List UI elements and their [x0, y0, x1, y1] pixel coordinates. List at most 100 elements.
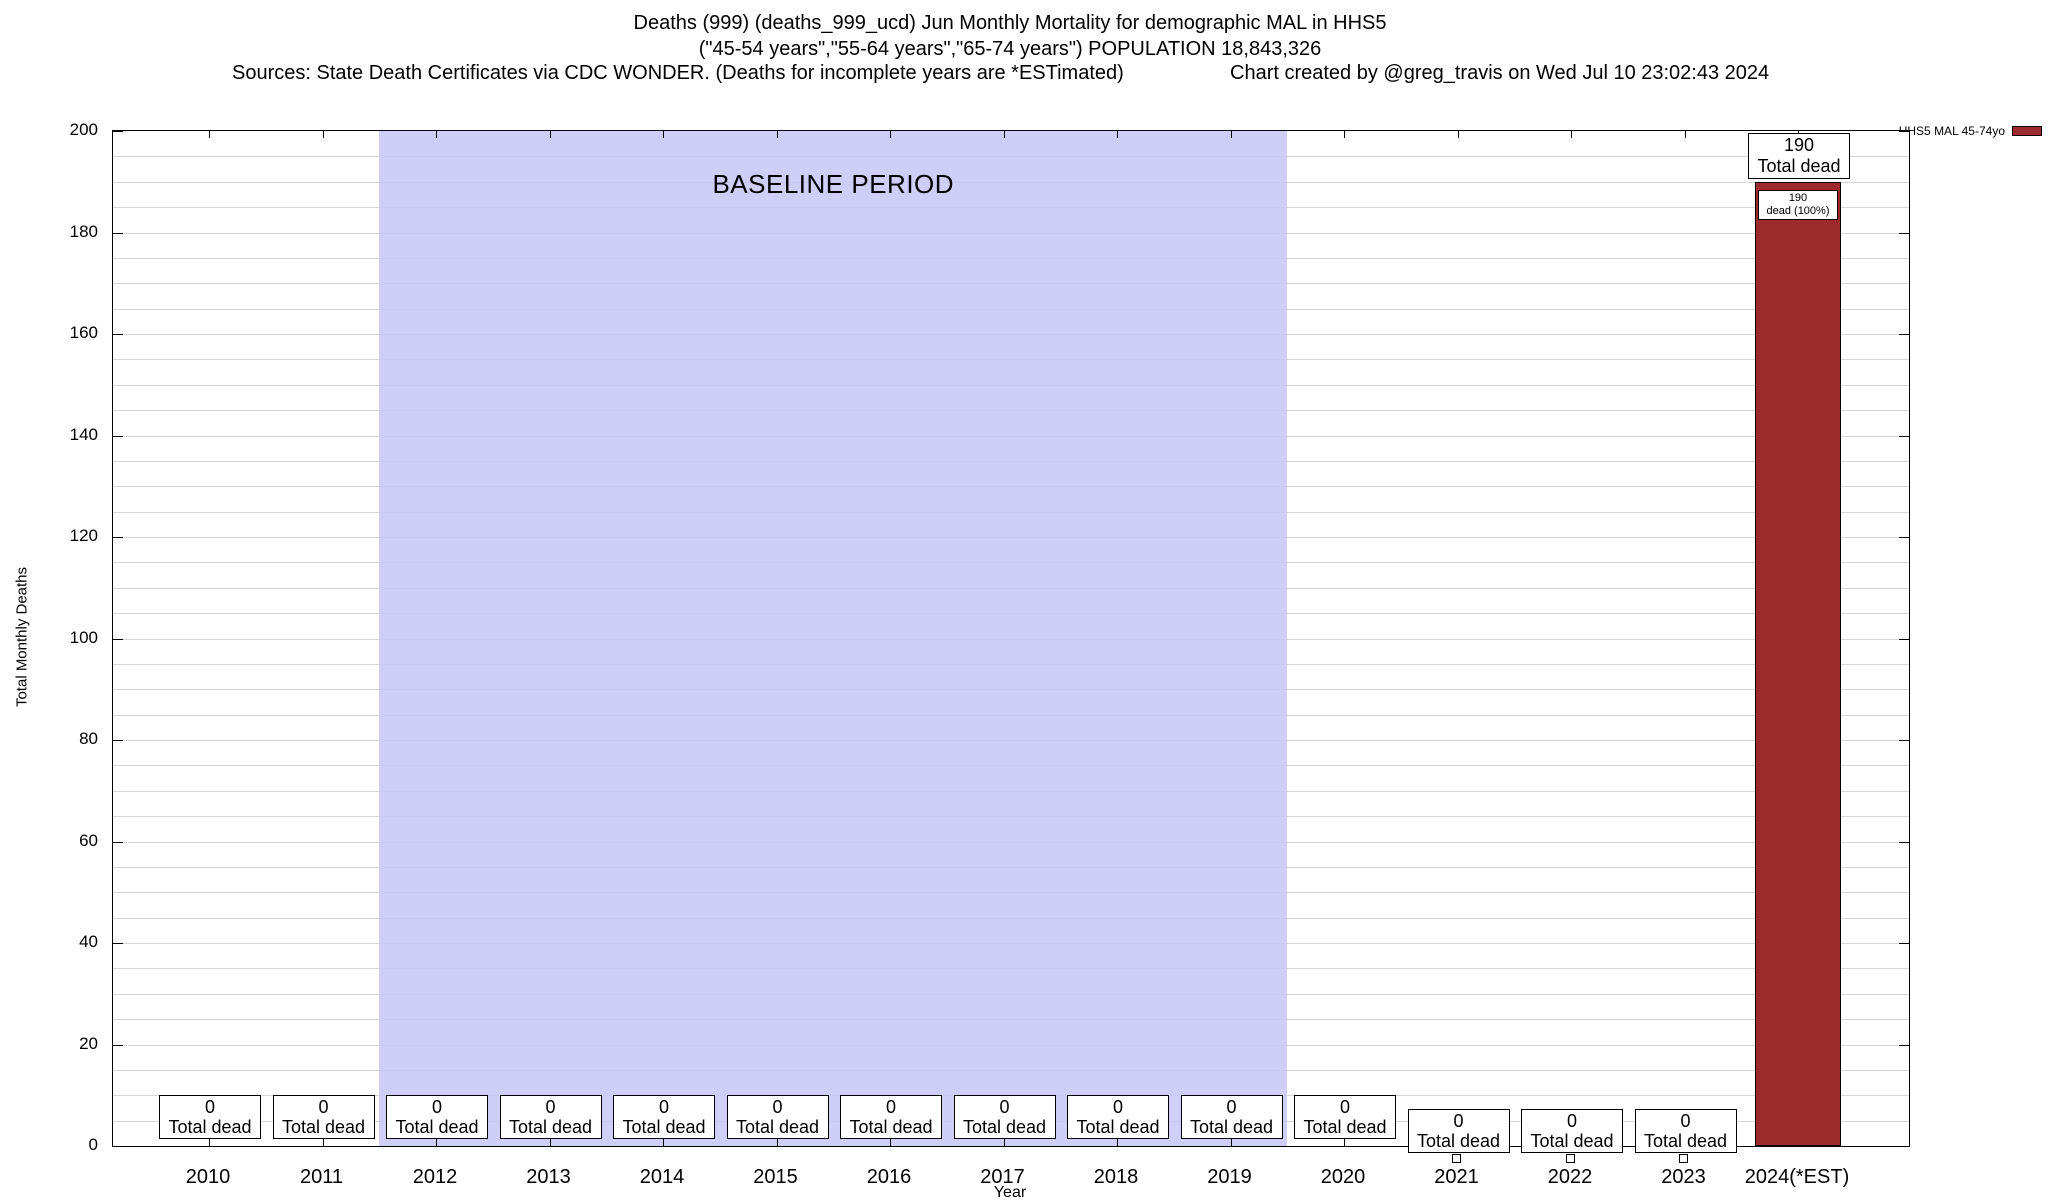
x-tick-mark — [776, 1139, 778, 1146]
x-tick-label: 2019 — [1207, 1166, 1252, 1188]
y-tick-mark — [1899, 232, 1909, 234]
deaths-bar — [1755, 181, 1841, 1147]
y-tick-label: 100 — [69, 627, 98, 647]
total-dead-box: 0 Total dead — [953, 1095, 1056, 1139]
total-dead-label: Total dead — [1643, 1131, 1728, 1151]
y-tick-label: 20 — [79, 1033, 98, 1053]
total-dead-value: 0 — [545, 1097, 556, 1117]
total-dead-label: Total dead — [622, 1117, 706, 1137]
x-tick-mark — [1457, 131, 1459, 138]
y-tick-mark — [113, 1044, 123, 1046]
bar-total-value: 190 — [1783, 134, 1815, 155]
x-tick-mark — [209, 131, 210, 138]
sources-note: Sources: State Death Certificates via CD… — [232, 62, 1124, 84]
total-dead-label: Total dead — [1530, 1131, 1614, 1151]
y-tick-mark — [113, 131, 123, 132]
x-tick-mark — [663, 1139, 664, 1146]
total-dead-label: Total dead — [962, 1117, 1047, 1137]
total-dead-box: 0 Total dead — [272, 1095, 375, 1139]
y-tick-label: 40 — [79, 932, 98, 951]
y-tick-mark — [113, 1146, 123, 1147]
x-tick-mark — [322, 131, 324, 138]
y-tick-mark — [1899, 1044, 1909, 1046]
y-tick-label: 180 — [69, 221, 98, 241]
y-tick-mark — [1899, 943, 1909, 944]
total-dead-box: 0 Total dead — [1634, 1109, 1737, 1153]
x-tick-mark — [1344, 1139, 1345, 1146]
total-dead-box: 0 Total dead — [1407, 1109, 1510, 1153]
total-dead-box: 0 Total dead — [1180, 1095, 1283, 1139]
y-tick-label: 0 — [88, 1135, 98, 1154]
total-dead-box: 0 Total dead — [1294, 1095, 1396, 1139]
x-tick-label: 2015 — [753, 1166, 798, 1188]
y-tick-mark — [113, 740, 123, 741]
x-tick-mark — [1003, 1139, 1005, 1146]
total-dead-value: 0 — [1680, 1111, 1691, 1131]
x-tick-mark — [1571, 131, 1572, 138]
zero-marker-icon — [1452, 1154, 1461, 1163]
y-tick-mark — [113, 943, 123, 944]
total-dead-box: 0 Total dead — [840, 1095, 942, 1139]
bar-inner-box: 190 dead (100%) — [1758, 189, 1838, 220]
total-dead-label: Total dead — [395, 1117, 479, 1137]
total-dead-value: 0 — [885, 1097, 896, 1117]
x-tick-mark — [1117, 131, 1118, 138]
y-tick-mark — [113, 537, 123, 538]
total-dead-value: 0 — [1566, 1111, 1577, 1131]
x-tick-label: 2022 — [1547, 1166, 1593, 1188]
total-dead-value: 0 — [772, 1097, 783, 1117]
y-tick-mark — [1899, 435, 1909, 437]
total-dead-box: 0 Total dead — [613, 1095, 715, 1139]
x-tick-mark — [549, 1139, 551, 1146]
x-tick-mark — [776, 131, 778, 138]
legend: HHS5 MAL 45-74yo — [1899, 124, 2042, 138]
x-tick-label: 2018 — [1093, 1166, 1139, 1188]
total-dead-box: 0 Total dead — [386, 1095, 488, 1139]
y-tick-mark — [1899, 334, 1909, 335]
y-tick-label: 200 — [69, 120, 98, 139]
total-dead-box: 0 Total dead — [499, 1095, 602, 1139]
x-tick-mark — [1230, 1139, 1232, 1146]
title-block: Deaths (999) (deaths_999_ucd) Jun Monthl… — [112, 10, 1908, 62]
total-dead-label: Total dead — [849, 1117, 933, 1137]
total-dead-value: 0 — [318, 1097, 329, 1117]
x-tick-label: 2024(*EST) — [1744, 1166, 1850, 1188]
total-dead-value: 0 — [1453, 1111, 1464, 1131]
total-dead-box: 0 Total dead — [726, 1095, 829, 1139]
bar-inner-value: 190 — [1788, 191, 1808, 204]
y-tick-mark — [113, 232, 123, 234]
baseline-period-region — [379, 131, 1288, 1146]
x-tick-mark — [890, 1139, 891, 1146]
x-axis-title: Year — [993, 1184, 1027, 1200]
x-tick-mark — [1117, 1139, 1118, 1146]
total-dead-box: 0 Total dead — [159, 1095, 261, 1139]
y-tick-mark — [113, 334, 123, 335]
x-tick-mark — [1003, 131, 1005, 138]
y-tick-label: 140 — [69, 424, 98, 444]
legend-label: HHS5 MAL 45-74yo — [1898, 124, 2005, 138]
total-dead-value: 0 — [1226, 1097, 1237, 1117]
total-dead-label: Total dead — [1189, 1117, 1274, 1137]
total-dead-value: 0 — [204, 1097, 215, 1117]
y-tick-label: 160 — [69, 323, 98, 342]
total-dead-box: 0 Total dead — [1521, 1109, 1623, 1153]
y-tick-mark — [113, 638, 123, 640]
total-dead-value: 0 — [658, 1097, 669, 1117]
x-tick-label: 2016 — [866, 1166, 912, 1188]
y-tick-mark — [1899, 131, 1909, 132]
total-dead-value: 0 — [999, 1097, 1010, 1117]
y-tick-mark — [1899, 1146, 1909, 1147]
y-tick-label: 60 — [79, 830, 98, 850]
chart-subtitle: ("45-54 years","55-64 years","65-74 year… — [698, 38, 1322, 60]
total-dead-label: Total dead — [1076, 1117, 1160, 1137]
x-tick-label: 2021 — [1434, 1166, 1479, 1188]
total-dead-value: 0 — [431, 1097, 442, 1117]
bar-total-box: 190 Total dead — [1748, 132, 1850, 179]
y-tick-mark — [113, 435, 123, 437]
x-tick-mark — [1230, 131, 1232, 138]
x-tick-mark — [1344, 131, 1345, 138]
total-dead-value: 0 — [1112, 1097, 1123, 1117]
credit-note: Chart created by @greg_travis on Wed Jul… — [1230, 62, 1770, 84]
plot-area: BASELINE PERIOD 0 Total dead 0 Total dead 0 To… — [112, 130, 1910, 1153]
